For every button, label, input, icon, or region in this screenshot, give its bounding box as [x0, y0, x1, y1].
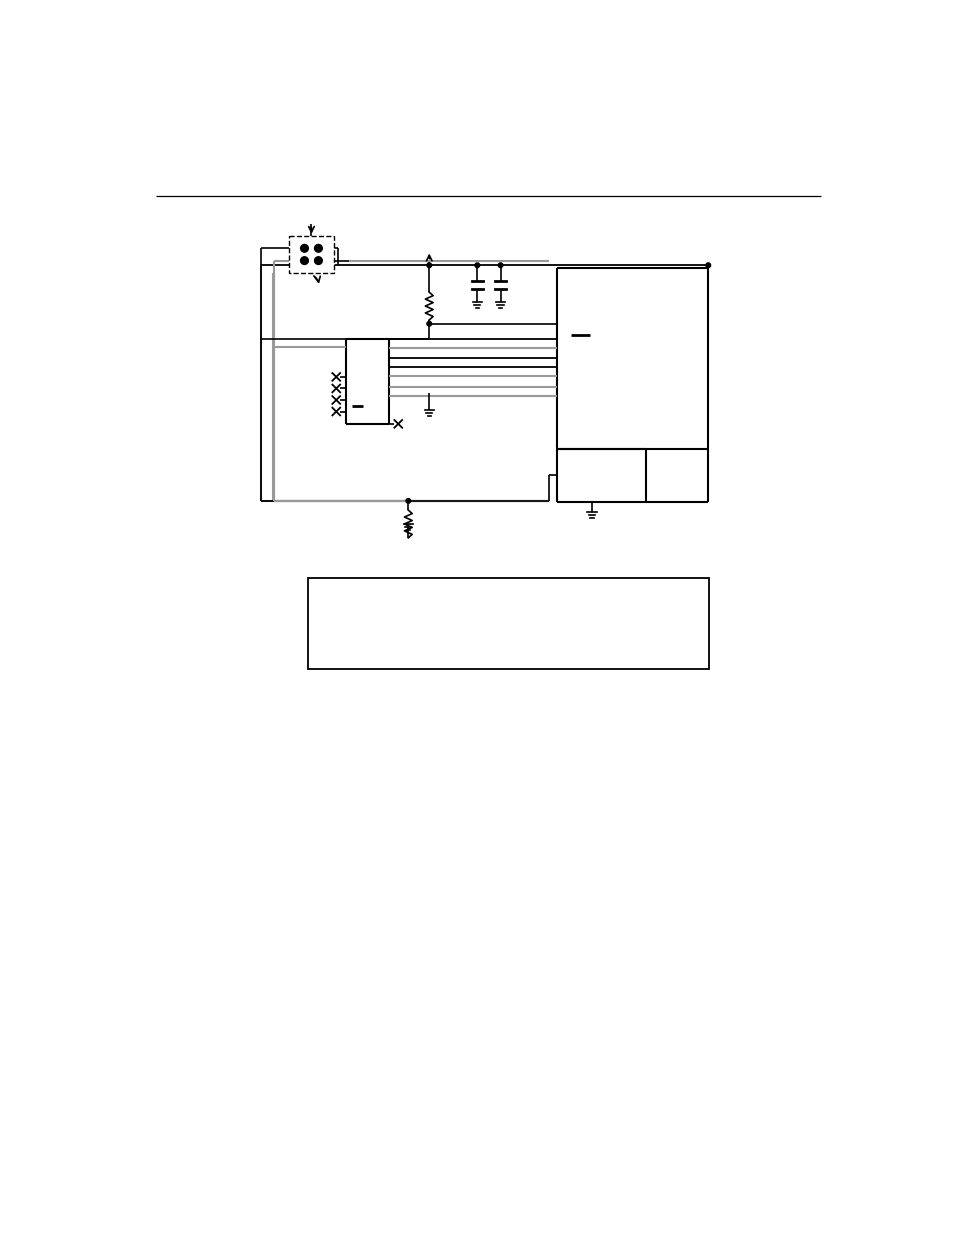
Circle shape: [427, 321, 431, 326]
Circle shape: [406, 499, 410, 503]
Circle shape: [427, 263, 431, 268]
Circle shape: [314, 257, 322, 264]
Circle shape: [497, 263, 502, 268]
FancyBboxPatch shape: [307, 578, 708, 668]
FancyBboxPatch shape: [289, 236, 334, 273]
Circle shape: [300, 245, 308, 252]
Circle shape: [314, 245, 322, 252]
Circle shape: [705, 263, 710, 268]
Circle shape: [475, 263, 479, 268]
Circle shape: [300, 257, 308, 264]
